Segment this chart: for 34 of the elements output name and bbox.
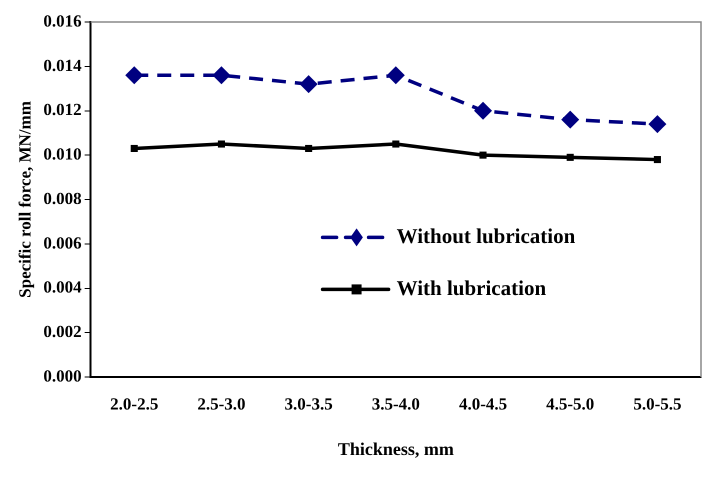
legend-label: With lubrication bbox=[396, 276, 546, 300]
y-tick-label: 0.006 bbox=[43, 233, 82, 252]
x-tick-label: 5.0-5.5 bbox=[633, 394, 682, 414]
point bbox=[648, 115, 666, 134]
point bbox=[479, 152, 487, 159]
x-tick-label: 2.5-3.0 bbox=[197, 394, 246, 414]
y-tick-label: 0.012 bbox=[43, 100, 82, 120]
point bbox=[125, 66, 144, 84]
y-axis-title: Specific roll force, MN/mm bbox=[16, 101, 35, 298]
x-tick-label: 4.0-4.5 bbox=[458, 394, 508, 414]
y-tick-label: 0.000 bbox=[43, 366, 82, 386]
point bbox=[392, 140, 400, 148]
point bbox=[218, 140, 225, 148]
point bbox=[130, 144, 138, 152]
x-tick-label: 3.5-4.0 bbox=[372, 394, 420, 414]
point bbox=[474, 102, 492, 120]
point bbox=[561, 110, 580, 129]
x-axis-title: Thickness, mm bbox=[338, 438, 454, 459]
point bbox=[212, 66, 230, 84]
point bbox=[566, 154, 574, 161]
legend-label: Without lubrication bbox=[396, 224, 576, 248]
point bbox=[305, 144, 312, 152]
x-tick-label: 2.0-2.5 bbox=[110, 394, 158, 414]
x-tick-label: 3.0-3.5 bbox=[284, 394, 333, 414]
point bbox=[654, 156, 661, 164]
point bbox=[300, 75, 318, 94]
y-tick-label: 0.004 bbox=[43, 278, 82, 297]
point bbox=[386, 66, 405, 84]
y-tick-label: 0.010 bbox=[43, 144, 82, 164]
y-tick-label: 0.016 bbox=[43, 11, 82, 30]
y-tick-label: 0.002 bbox=[43, 322, 82, 342]
y-tick-label: 0.014 bbox=[43, 56, 82, 75]
y-tick-label: 0.008 bbox=[43, 188, 82, 208]
x-tick-label: 4.5-5.0 bbox=[546, 394, 594, 414]
